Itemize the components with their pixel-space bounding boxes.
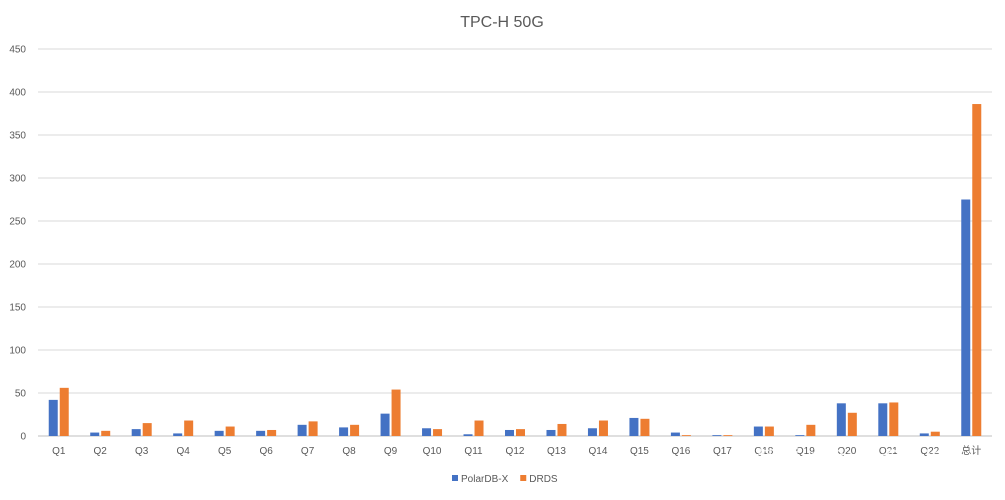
bar-drds-21 <box>889 402 899 436</box>
bar-drds-16 <box>681 435 691 436</box>
bars <box>48 104 982 436</box>
bar-drds-5 <box>225 426 235 436</box>
x-tick-label: Q20 <box>837 446 856 457</box>
bar-drds-19 <box>806 424 816 436</box>
bar-polardb-x-4 <box>173 433 183 436</box>
x-tick-label: Q1 <box>52 446 66 457</box>
bar-drds-6 <box>267 429 277 436</box>
y-tick-label: 50 <box>15 389 27 400</box>
y-tick-label: 200 <box>9 260 26 271</box>
bar-polardb-x-18 <box>753 426 763 436</box>
bar-polardb-x-21 <box>878 403 888 436</box>
bar-polardb-x-7 <box>297 424 307 436</box>
bar-polardb-x-9 <box>380 413 390 436</box>
x-tick-label: Q21 <box>879 446 898 457</box>
x-axis: Q1 Q2 Q3 Q4 Q5 Q6 Q7 Q8 Q9 Q10 Q11 Q12 Q13 Q14 Q15 Q16 Q… <box>52 444 981 457</box>
bar-drds-13 <box>557 423 567 436</box>
x-tick-label: Q10 <box>423 446 442 457</box>
bar-drds-23 <box>972 104 982 436</box>
x-tick-label: Q8 <box>342 446 356 457</box>
y-tick-label: 250 <box>9 217 26 228</box>
legend-swatch-drds <box>520 475 527 481</box>
bar-drds-4 <box>184 420 194 436</box>
bar-polardb-x-16 <box>670 432 680 436</box>
chart-title: TPC-H 50G <box>460 14 544 31</box>
bar-polardb-x-12 <box>505 429 514 436</box>
bar-polardb-x-17 <box>712 435 722 436</box>
y-tick-label: 450 <box>9 45 26 56</box>
y-axis: 0 50 100 150 200 250 300 350 400 450 <box>9 45 26 443</box>
bar-drds-18 <box>764 426 774 436</box>
bar-polardb-x-6 <box>256 430 266 436</box>
x-tick-label: 总计 <box>961 444 981 457</box>
bar-polardb-x-14 <box>587 428 597 436</box>
bar-drds-22 <box>930 431 940 436</box>
legend-swatch-polardb-x <box>452 475 458 481</box>
bar-drds-14 <box>598 420 608 436</box>
legend: PolarDB-X DRDS <box>452 474 558 485</box>
x-tick-label: Q6 <box>259 446 273 457</box>
bar-drds-11 <box>474 420 484 436</box>
watermark: 知乎 @PolarDB-X <box>757 447 939 472</box>
legend-label: PolarDB-X <box>461 474 509 485</box>
bar-drds-10 <box>433 429 443 436</box>
bar-drds-9 <box>391 389 401 436</box>
x-tick-label: Q17 <box>713 446 732 457</box>
bar-drds-15 <box>640 418 650 436</box>
x-tick-label: Q13 <box>547 446 566 457</box>
bar-polardb-x-19 <box>795 435 805 436</box>
x-tick-label: Q15 <box>630 446 649 457</box>
x-tick-label: Q7 <box>301 446 315 457</box>
bar-polardb-x-10 <box>422 428 432 436</box>
bar-drds-17 <box>723 435 733 436</box>
x-tick-label: Q18 <box>754 446 773 457</box>
bar-polardb-x-20 <box>836 403 846 436</box>
bar-polardb-x-3 <box>131 429 141 436</box>
y-tick-label: 0 <box>20 432 26 443</box>
x-tick-label: Q9 <box>384 446 398 457</box>
bar-drds-8 <box>350 424 360 436</box>
gridlines <box>38 48 992 437</box>
x-tick-label: Q14 <box>589 446 608 457</box>
bar-polardb-x-2 <box>90 432 100 436</box>
x-tick-label: Q3 <box>135 446 149 457</box>
x-tick-label: Q2 <box>94 446 108 457</box>
x-tick-label: Q16 <box>671 446 690 457</box>
y-tick-label: 150 <box>9 303 26 314</box>
x-tick-label: Q19 <box>796 446 815 457</box>
bar-polardb-x-5 <box>214 430 224 436</box>
x-tick-label: Q11 <box>464 446 483 457</box>
x-tick-label: Q5 <box>218 446 232 457</box>
bar-polardb-x-11 <box>463 434 473 436</box>
y-tick-label: 100 <box>9 346 26 357</box>
bar-polardb-x-8 <box>339 427 349 436</box>
legend-label: DRDS <box>529 474 558 485</box>
bar-drds-2 <box>101 430 111 436</box>
bar-polardb-x-1 <box>48 399 58 436</box>
y-tick-label: 300 <box>9 174 26 185</box>
bar-polardb-x-23 <box>961 199 971 436</box>
bar-drds-12 <box>516 429 525 436</box>
bar-polardb-x-15 <box>629 417 639 436</box>
bar-polardb-x-13 <box>546 429 556 436</box>
y-tick-label: 400 <box>9 88 26 99</box>
bar-drds-3 <box>142 423 152 436</box>
y-tick-label: 350 <box>9 131 26 142</box>
x-tick-label: Q22 <box>920 446 939 457</box>
bar-drds-1 <box>59 387 69 436</box>
bar-polardb-x-22 <box>919 433 929 436</box>
x-tick-label: Q4 <box>177 446 191 457</box>
bar-drds-20 <box>847 412 857 436</box>
x-tick-label: Q12 <box>506 446 525 457</box>
bar-drds-7 <box>308 421 318 436</box>
